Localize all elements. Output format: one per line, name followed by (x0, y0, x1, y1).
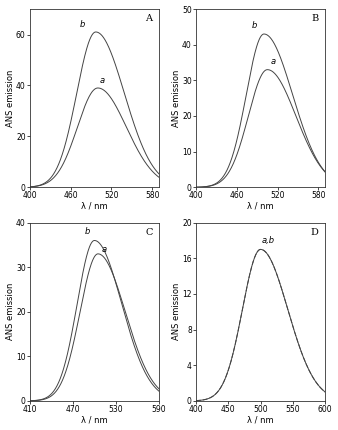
Text: a: a (100, 77, 105, 86)
Y-axis label: ANS emission: ANS emission (172, 70, 181, 127)
Text: B: B (311, 14, 319, 23)
Text: b: b (252, 22, 257, 31)
Text: C: C (145, 228, 152, 237)
X-axis label: λ / nm: λ / nm (81, 202, 108, 211)
Text: a: a (271, 57, 276, 66)
Text: A: A (146, 14, 152, 23)
Y-axis label: ANS emission: ANS emission (5, 70, 15, 127)
X-axis label: λ / nm: λ / nm (81, 415, 108, 424)
X-axis label: λ / nm: λ / nm (247, 415, 274, 424)
Text: b: b (80, 20, 86, 29)
Text: D: D (311, 228, 319, 237)
Y-axis label: ANS emission: ANS emission (172, 283, 181, 341)
Y-axis label: ANS emission: ANS emission (5, 283, 15, 341)
X-axis label: λ / nm: λ / nm (247, 202, 274, 211)
Text: a,b: a,b (262, 236, 275, 245)
Text: a: a (102, 245, 107, 254)
Text: b: b (85, 227, 91, 236)
